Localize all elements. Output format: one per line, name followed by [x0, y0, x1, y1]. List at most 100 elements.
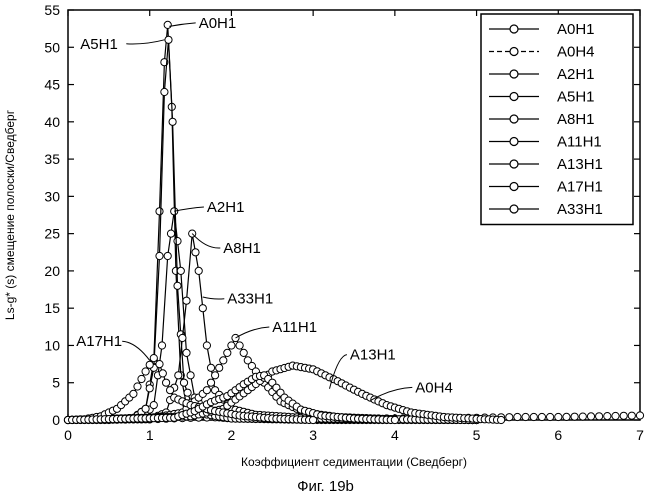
- data-point: [547, 413, 554, 420]
- y-tick-label: 5: [52, 375, 60, 391]
- data-point: [150, 355, 157, 362]
- data-point: [530, 413, 537, 420]
- y-tick-label: 45: [44, 77, 60, 93]
- data-point: [195, 267, 202, 274]
- data-point: [167, 230, 174, 237]
- x-tick-label: 7: [636, 427, 644, 443]
- data-point: [164, 21, 171, 28]
- data-point: [130, 390, 137, 397]
- annotation-leader: [236, 327, 270, 338]
- legend-marker: [510, 48, 518, 56]
- data-point: [183, 297, 190, 304]
- data-point: [555, 413, 562, 420]
- data-point: [514, 413, 521, 420]
- legend-label: A5H1: [557, 89, 595, 106]
- x-tick-label: 5: [473, 427, 481, 443]
- annotation-label: A17H1: [76, 333, 122, 350]
- data-point: [179, 334, 186, 341]
- data-point: [156, 208, 163, 215]
- y-tick-label: 30: [44, 188, 60, 204]
- data-point: [150, 402, 157, 409]
- data-point: [174, 282, 181, 289]
- annotation-label: A0H4: [415, 379, 453, 396]
- data-point: [169, 118, 176, 125]
- data-point: [156, 361, 163, 368]
- x-tick-label: 2: [228, 427, 236, 443]
- x-tick-label: 0: [64, 427, 72, 443]
- legend-marker: [510, 183, 518, 191]
- x-axis-title: Коэффициент седиментации (Сведберг): [241, 455, 467, 469]
- annotation-label: A11H1: [272, 319, 317, 336]
- data-point: [596, 413, 603, 420]
- y-tick-label: 50: [44, 39, 60, 55]
- y-tick-label: 15: [44, 300, 60, 316]
- data-point: [498, 416, 505, 423]
- y-tick-label: 35: [44, 151, 60, 167]
- annotation-label: A8H1: [223, 240, 261, 257]
- data-point: [563, 413, 570, 420]
- data-point: [207, 364, 214, 371]
- legend-label: A11H1: [557, 134, 602, 151]
- data-point: [175, 372, 182, 379]
- y-tick-label: 25: [44, 226, 60, 242]
- legend-marker: [510, 138, 518, 146]
- annotation-a8h1: A8H1: [192, 234, 261, 257]
- data-point: [167, 387, 174, 394]
- data-point: [183, 349, 190, 356]
- legend-label: A17H1: [557, 179, 603, 196]
- data-point: [180, 379, 187, 386]
- legend-marker: [510, 160, 518, 168]
- annotation-a5h1: A5H1: [80, 36, 164, 53]
- data-point: [228, 342, 235, 349]
- data-point: [612, 412, 619, 419]
- data-point: [142, 368, 149, 375]
- data-point: [203, 387, 210, 394]
- data-point: [165, 36, 172, 43]
- legend-label: A2H1: [557, 66, 595, 83]
- annotation-leader: [126, 40, 164, 44]
- data-point: [628, 412, 635, 419]
- annotation-leader: [203, 297, 225, 299]
- series-line: [68, 25, 477, 420]
- data-point: [216, 364, 223, 371]
- data-point: [184, 389, 191, 396]
- data-point: [142, 405, 149, 412]
- legend-label: A33H1: [557, 201, 603, 218]
- annotation-a0h1: A0H1: [169, 15, 236, 32]
- legend-marker: [510, 93, 518, 101]
- data-point: [207, 379, 214, 386]
- y-tick-label: 55: [44, 2, 60, 18]
- annotation-a0h4: A0H4: [370, 379, 453, 400]
- data-point: [134, 383, 141, 390]
- x-tick-label: 6: [554, 427, 562, 443]
- data-point: [163, 379, 170, 386]
- x-tick-label: 1: [146, 427, 154, 443]
- data-point: [522, 413, 529, 420]
- annotation-a2h1: A2H1: [174, 199, 244, 216]
- annotation-a17h1: A17H1: [76, 333, 150, 360]
- data-point: [604, 413, 611, 420]
- annotation-label: A5H1: [80, 36, 118, 53]
- data-point: [224, 349, 231, 356]
- data-point: [636, 412, 643, 419]
- annotation-label: A13H1: [350, 347, 396, 364]
- data-point: [579, 413, 586, 420]
- data-point: [240, 349, 247, 356]
- data-point: [199, 305, 206, 312]
- annotation-leader: [174, 207, 204, 211]
- chart-legend: A0H1A0H4A2H1A5H1A8H1A11H1A13H1A17H1A33H1: [481, 14, 633, 225]
- y-axis-title: Ls-g* (s) смещение полоски/Сведберг: [3, 109, 17, 320]
- data-point: [171, 208, 178, 215]
- data-point: [506, 414, 513, 421]
- data-point: [156, 252, 163, 259]
- data-point: [571, 413, 578, 420]
- annotation-leader: [169, 23, 195, 27]
- legend-marker: [510, 70, 518, 78]
- y-tick-label: 20: [44, 263, 60, 279]
- series-a5h1: [64, 36, 480, 423]
- x-tick-label: 4: [391, 427, 399, 443]
- annotation-label: A2H1: [207, 199, 245, 216]
- data-point: [220, 357, 227, 364]
- legend-label: A0H1: [557, 21, 595, 38]
- data-point: [146, 361, 153, 368]
